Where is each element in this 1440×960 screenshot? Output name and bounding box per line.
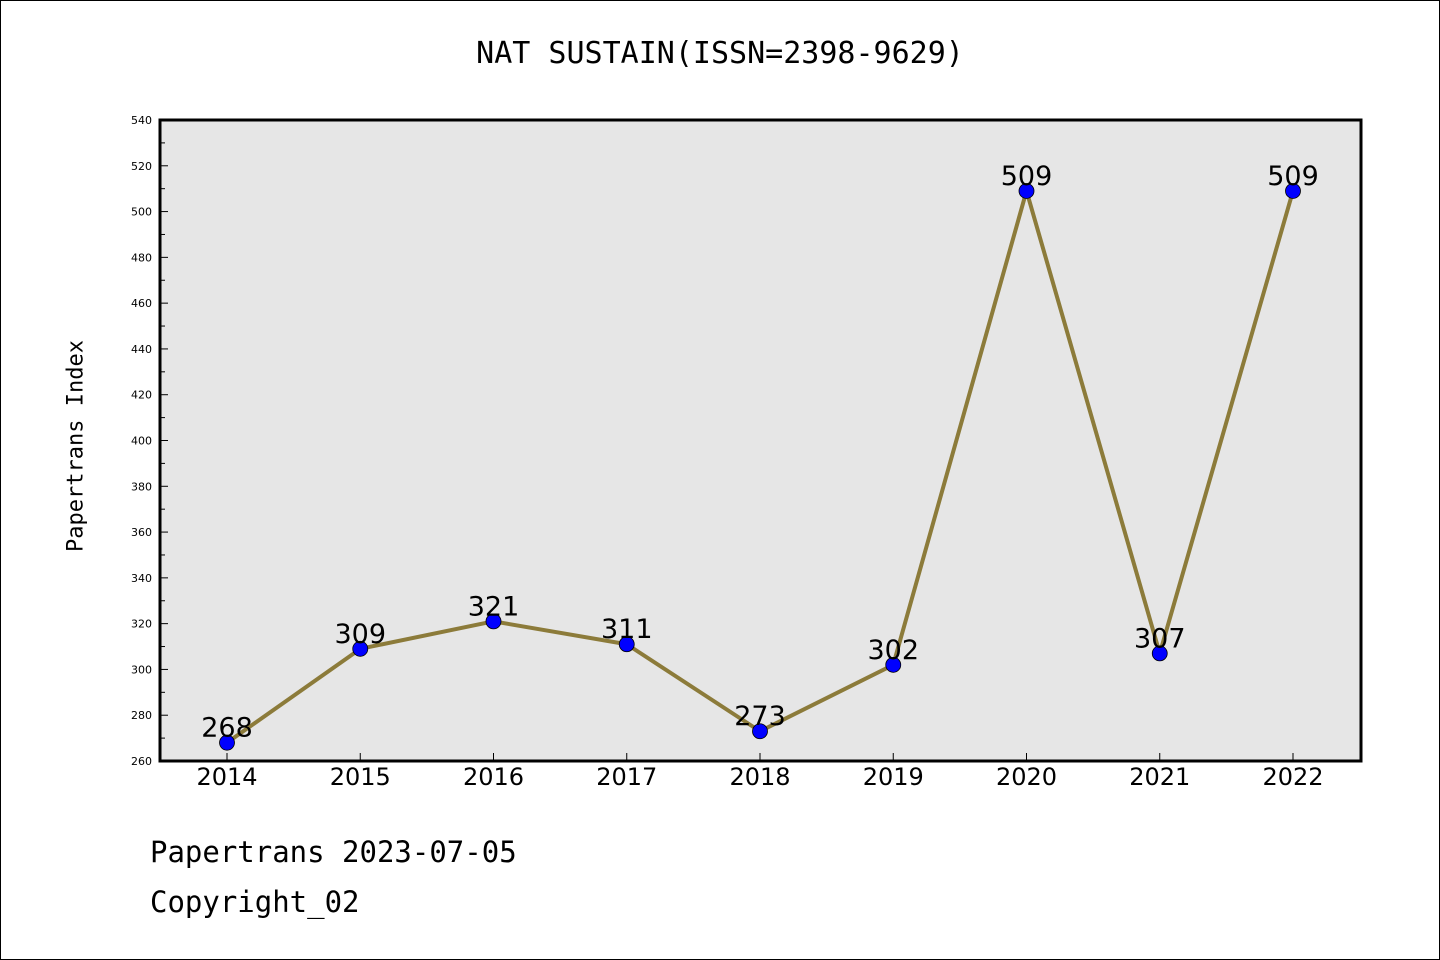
data-label: 311 xyxy=(601,614,653,645)
data-point xyxy=(1285,183,1301,199)
data-point xyxy=(618,636,635,653)
data-label: 307 xyxy=(1134,623,1186,654)
y-tick-label: 340 xyxy=(131,572,152,585)
y-tick-label: 480 xyxy=(131,251,152,264)
data-point xyxy=(1018,183,1035,199)
y-tick-label: 500 xyxy=(131,206,152,219)
x-tick-label: 2016 xyxy=(463,763,524,791)
data-label: 509 xyxy=(1267,161,1319,192)
data-label: 309 xyxy=(334,619,386,650)
data-label: 321 xyxy=(468,591,520,622)
data-point xyxy=(752,723,768,740)
y-tick-label: 520 xyxy=(131,160,152,173)
x-tick-label: 2022 xyxy=(1262,763,1323,791)
x-tick-label: 2018 xyxy=(729,763,790,791)
plot-border xyxy=(158,118,1363,763)
y-tick-label: 260 xyxy=(131,755,152,768)
data-label: 302 xyxy=(867,635,919,666)
data-point xyxy=(352,640,369,657)
y-tick-label: 540 xyxy=(131,114,152,127)
y-tick-label: 280 xyxy=(131,709,152,722)
y-tick-label: 460 xyxy=(131,297,152,310)
x-tick-label: 2019 xyxy=(863,763,924,791)
footer-copyright: Copyright_02 xyxy=(150,885,360,919)
y-tick-label: 360 xyxy=(131,526,152,539)
x-tick-label: 2020 xyxy=(996,763,1057,791)
chart-title: NAT SUSTAIN(ISSN=2398-9629) xyxy=(476,36,964,71)
x-tick-label: 2017 xyxy=(596,763,657,791)
data-label: 268 xyxy=(201,713,253,744)
footer-date: Papertrans 2023-07-05 xyxy=(150,835,517,869)
y-tick-label: 300 xyxy=(131,663,152,676)
data-point xyxy=(485,613,502,630)
y-tick-label: 400 xyxy=(131,435,152,448)
x-tick-label: 2015 xyxy=(330,763,391,791)
data-point xyxy=(219,734,235,751)
data-label: 273 xyxy=(734,701,786,732)
y-tick-label: 440 xyxy=(131,343,152,356)
data-label: 509 xyxy=(1001,161,1053,192)
data-point xyxy=(885,656,902,673)
y-tick-label: 380 xyxy=(131,480,152,493)
y-tick-label: 420 xyxy=(131,389,152,402)
y-tick-label: 320 xyxy=(131,618,152,631)
x-tick-label: 2021 xyxy=(1129,763,1190,791)
data-point xyxy=(1151,645,1168,662)
x-tick-label: 2014 xyxy=(196,763,257,791)
